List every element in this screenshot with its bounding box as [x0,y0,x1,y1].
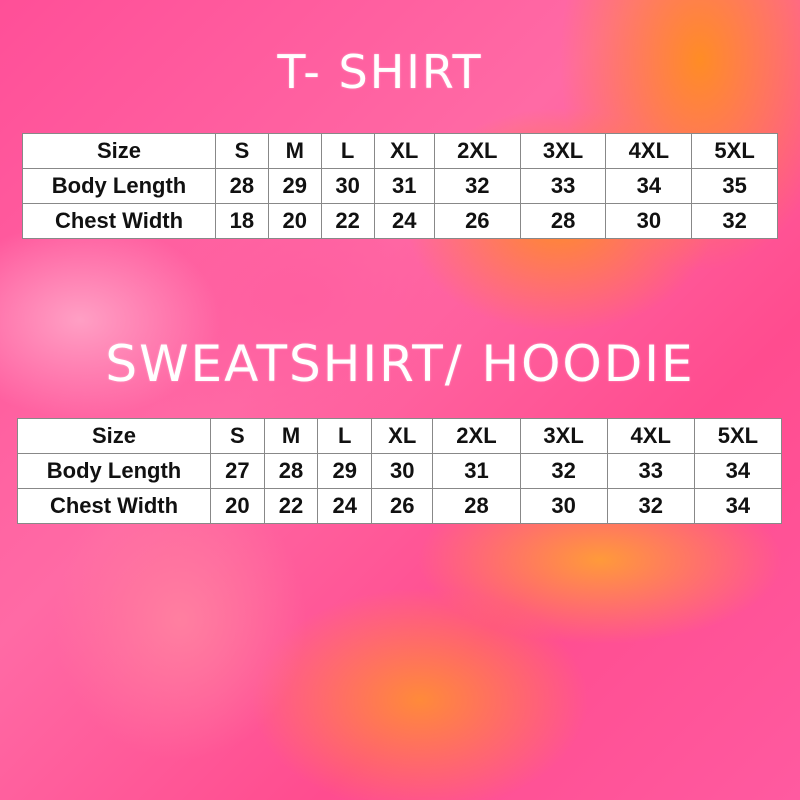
cell: 5XL [691,133,778,169]
cell: 18 [215,203,269,239]
cell: 30 [519,488,608,524]
cell: 28 [263,453,319,489]
row-label: Body Length [17,453,211,489]
cell: 30 [605,203,693,239]
cell: 32 [691,203,778,239]
row-label: Size [22,133,216,169]
hoodie-title: SWEATSHIRT/ HOODIE [105,335,695,393]
cell: L [320,133,375,169]
header-row: Size S M L XL 2XL 3XL 4XL 5XL [22,133,778,169]
row-label: Size [17,418,211,454]
cell: 31 [373,168,435,204]
cell: 30 [320,168,375,204]
table-row: Body Length 27 28 29 30 31 32 33 34 [17,453,783,489]
row-label: Chest Width [22,203,216,239]
table-row: Body Length 28 29 30 31 32 33 34 35 [22,168,778,204]
cell: 26 [371,488,434,524]
cell: 5XL [693,418,783,454]
cell: 28 [519,203,607,239]
cell: 22 [263,488,319,524]
cell: 20 [267,203,322,239]
cell: 22 [320,203,375,239]
cell: 32 [606,488,695,524]
tshirt-size-table: Size S M L XL 2XL 3XL 4XL 5XL Body Length 28 29 30 31… [22,133,778,239]
cell: 24 [317,488,373,524]
cell: L [317,418,373,454]
cell: 4XL [606,418,695,454]
cell: 31 [432,453,521,489]
row-label: Chest Width [17,488,211,524]
cell: 2XL [433,133,521,169]
cell: 34 [693,488,783,524]
cell: S [210,418,265,454]
cell: XL [373,133,435,169]
cell: 33 [519,168,607,204]
cell: 28 [215,168,269,204]
cell: 35 [691,168,778,204]
cell: 26 [433,203,521,239]
cell: XL [371,418,434,454]
cell: 4XL [605,133,693,169]
cell: 3XL [519,133,607,169]
table-row: Chest Width 18 20 22 24 26 28 30 32 [22,203,778,239]
cell: 29 [267,168,322,204]
cell: 34 [605,168,693,204]
cell: 29 [317,453,373,489]
cell: 34 [693,453,783,489]
hoodie-size-table: Size S M L XL 2XL 3XL 4XL 5XL Body Length 27 28 29 30… [17,418,783,524]
header-row: Size S M L XL 2XL 3XL 4XL 5XL [17,418,783,454]
cell: 3XL [519,418,608,454]
cell: 2XL [432,418,521,454]
cell: 28 [432,488,521,524]
cell: 33 [606,453,695,489]
cell: 24 [373,203,435,239]
row-label: Body Length [22,168,216,204]
cell: M [263,418,319,454]
cell: 30 [371,453,434,489]
cell: S [215,133,269,169]
cell: 32 [519,453,608,489]
cell: 27 [210,453,265,489]
cell: 32 [433,168,521,204]
cell: M [267,133,322,169]
cell: 20 [210,488,265,524]
table-row: Chest Width 20 22 24 26 28 30 32 34 [17,488,783,524]
tshirt-title: T- SHIRT [277,45,483,99]
